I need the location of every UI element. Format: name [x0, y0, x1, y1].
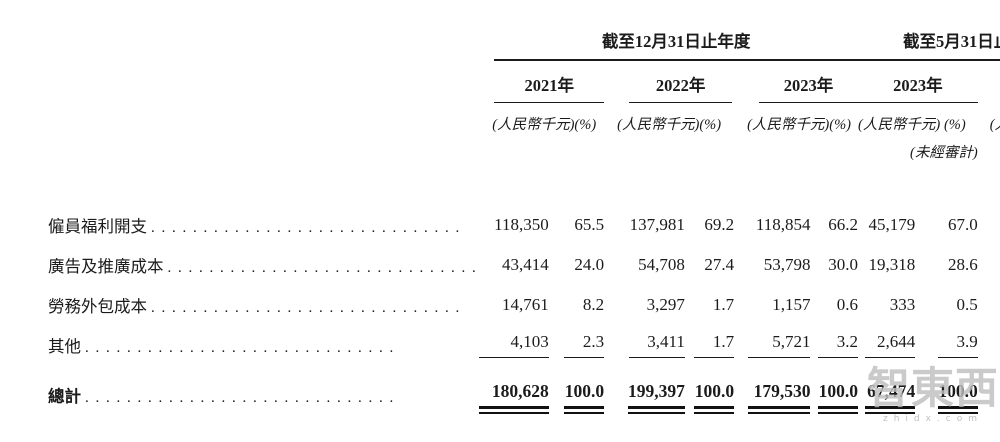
dot-leader: [147, 220, 477, 237]
year-2023-fm: 2023年: [858, 61, 978, 103]
empty-corner: [48, 22, 477, 61]
amount-cell: 45,179: [868, 215, 916, 234]
percent-cell: 1.7: [685, 325, 735, 365]
amount-cell: 3,411: [604, 325, 685, 365]
year-2021: 2021年: [494, 61, 605, 103]
amount-cell: 2,106: [978, 325, 1000, 365]
total-percent-cell: 100.0: [685, 365, 735, 421]
amount-cell: 43,414: [502, 255, 549, 274]
total-amount-cell: 74,706: [978, 365, 1000, 421]
total-amount-cell: 199,397: [604, 365, 685, 421]
year-header-row: 2021年 2022年 2023年 2023年 2024年: [48, 61, 1000, 103]
row-label: 廣告及推廣成本: [48, 257, 164, 276]
unaudited-label: (未經審計): [910, 145, 978, 161]
amount-cell: 4,103: [477, 325, 549, 365]
row-label: 其他: [48, 337, 81, 356]
percent-cell: 1.7: [712, 295, 735, 314]
total-percent-cell: 100.0: [549, 365, 605, 421]
header-body-spacer: [48, 165, 1000, 205]
percent-label: (%): [829, 117, 852, 133]
group-title-annual: 截至12月31日止年度: [494, 22, 859, 61]
dot-leader: [81, 390, 477, 407]
percent-cell: 24.0: [574, 255, 605, 274]
total-amount-cell: 179,530: [734, 365, 811, 421]
amount-cell: 19,318: [868, 255, 916, 274]
amount-cell: 14,761: [502, 295, 549, 314]
percent-cell: 2.3: [549, 325, 605, 365]
amount-cell: 603: [978, 285, 1000, 325]
total-amount-cell: 67,474: [858, 365, 916, 421]
unit-label: (人民幣千元): [858, 117, 941, 133]
percent-cell: 0.6: [836, 295, 859, 314]
percent-cell: 3.9: [915, 325, 978, 365]
percent-cell: 0.5: [956, 295, 978, 314]
table-row-employee-benefits: 僱員福利開支 118,350 65.5 137,981 69.2 118,854…: [48, 205, 1000, 245]
table-row-outsourcing: 勞務外包成本 14,761 8.2 3,297 1.7 1,157 0.6 33…: [48, 285, 1000, 325]
group-title-row: 截至12月31日止年度 截至5月31日止五個月: [48, 22, 1000, 61]
percent-cell: 28.6: [947, 255, 978, 274]
unit-label: (人民幣千元): [989, 117, 1000, 133]
amount-cell: 28,137: [978, 245, 1000, 285]
amount-cell: 3,297: [646, 295, 685, 314]
amount-cell: 333: [889, 295, 916, 314]
amount-cell: 5,721: [734, 325, 811, 365]
table-row-others: 其他 4,103 2.3 3,411 1.7 5,721 3.2 2,644 3…: [48, 325, 1000, 365]
table-row-advertising: 廣告及推廣成本 43,414 24.0 54,708 27.4 53,798 3…: [48, 245, 1000, 285]
amount-cell: 118,350: [494, 215, 549, 234]
amount-cell: 118,854: [755, 215, 811, 234]
percent-cell: 67.0: [947, 215, 978, 234]
amount-cell: 53,798: [763, 255, 811, 274]
percent-cell: 8.2: [582, 295, 605, 314]
units-header-row: (人民幣千元) (%) (人民幣千元) (%) (人民幣千元) (%) (: [48, 103, 1000, 165]
costs-table: 截至12月31日止年度 截至5月31日止五個月 2021年 2022年 2023…: [48, 22, 1000, 421]
percent-label: (%): [574, 117, 597, 133]
group-title-five-months: 截至5月31日止五個月: [858, 22, 1000, 61]
amount-cell: 1,157: [772, 295, 811, 314]
amount-cell: 43,860: [978, 205, 1000, 245]
total-amount-cell: 180,628: [477, 365, 549, 421]
unit-label: (人民幣千元): [747, 117, 830, 133]
year-2022: 2022年: [629, 61, 733, 103]
table-row-total: 總計 180,628 100.0 199,397 100.0 179,530 1…: [48, 365, 1000, 421]
total-label: 總計: [48, 387, 81, 406]
dot-leader: [164, 260, 478, 277]
amount-cell: 2,644: [858, 325, 916, 365]
row-label: 僱員福利開支: [48, 217, 147, 236]
percent-cell: 3.2: [810, 325, 859, 365]
percent-label: (%): [699, 117, 722, 133]
percent-label: (%): [943, 117, 966, 133]
percent-cell: 65.5: [574, 215, 605, 234]
dot-leader: [147, 300, 477, 317]
total-percent-cell: 100.0: [810, 365, 859, 421]
percent-cell: 69.2: [704, 215, 735, 234]
unit-label: (人民幣千元): [492, 117, 575, 133]
dot-leader: [81, 340, 477, 357]
percent-cell: 66.2: [828, 215, 859, 234]
percent-cell: 30.0: [828, 255, 859, 274]
amount-cell: 137,981: [629, 215, 685, 234]
row-label: 勞務外包成本: [48, 297, 147, 316]
percent-cell: 27.4: [704, 255, 735, 274]
total-percent-cell: 100.0: [915, 365, 978, 421]
year-2023: 2023年: [759, 61, 859, 103]
amount-cell: 54,708: [638, 255, 685, 274]
unit-label: (人民幣千元): [617, 117, 700, 133]
